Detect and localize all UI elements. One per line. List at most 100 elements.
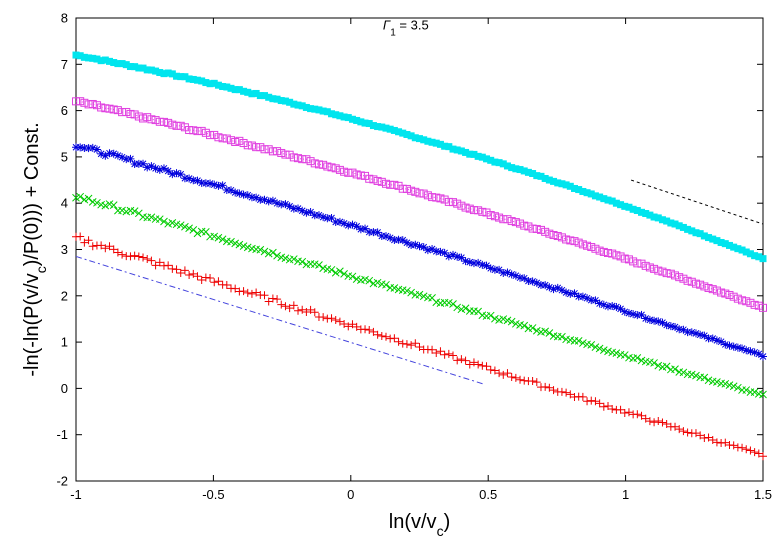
- data-point: [151, 164, 160, 173]
- reference-line: [75, 255, 483, 385]
- data-point: [336, 112, 344, 120]
- data-point: [742, 386, 751, 394]
- data-point: [599, 300, 608, 309]
- data-point: [709, 235, 717, 243]
- data-point: [658, 418, 667, 427]
- data-point: [219, 83, 227, 91]
- data-point: [671, 323, 680, 332]
- data-point: [130, 251, 139, 260]
- data-point: [151, 261, 160, 270]
- data-point: [248, 90, 256, 98]
- data-point: [403, 286, 411, 295]
- data-point: [621, 202, 629, 210]
- data-point: [97, 103, 106, 112]
- data-point: [449, 145, 457, 153]
- data-point: [407, 186, 416, 195]
- data-point: [374, 123, 382, 131]
- data-point: [402, 184, 411, 193]
- series-filled-square: [72, 51, 767, 263]
- data-point: [453, 146, 461, 154]
- data-point: [126, 252, 135, 261]
- data-point: [147, 66, 155, 74]
- data-point: [599, 402, 608, 411]
- data-point: [591, 192, 599, 200]
- data-point: [545, 383, 554, 392]
- data-point: [490, 366, 499, 375]
- data-point: [574, 238, 583, 247]
- data-point: [260, 247, 269, 256]
- data-point: [738, 443, 747, 452]
- data-point: [738, 296, 747, 305]
- data-point: [507, 317, 516, 326]
- data-point: [704, 433, 713, 442]
- y-tick-label: -1: [56, 427, 68, 442]
- data-point: [268, 294, 277, 303]
- data-point: [612, 349, 621, 357]
- data-point: [206, 131, 215, 140]
- data-point: [486, 365, 495, 374]
- y-tick-label: 2: [61, 288, 68, 303]
- data-point: [281, 200, 290, 209]
- data-point: [520, 376, 529, 385]
- data-point: [537, 172, 545, 180]
- data-point: [101, 104, 110, 113]
- data-point: [751, 252, 759, 260]
- data-point: [164, 167, 173, 176]
- data-point: [637, 310, 646, 319]
- data-point: [725, 290, 734, 299]
- data-point: [348, 115, 356, 123]
- data-point: [218, 181, 227, 190]
- data-point: [164, 118, 173, 127]
- data-point: [679, 427, 688, 436]
- data-point: [684, 225, 692, 233]
- data-point: [319, 213, 328, 222]
- data-point: [260, 291, 269, 300]
- data-point: [499, 268, 508, 277]
- data-point: [591, 397, 600, 406]
- data-point: [147, 115, 156, 124]
- data-point: [419, 243, 428, 252]
- data-point: [130, 110, 139, 119]
- data-point: [717, 238, 725, 246]
- data-point: [181, 73, 189, 81]
- data-point: [281, 302, 290, 311]
- data-point: [675, 325, 684, 334]
- data-point: [444, 298, 453, 307]
- data-point: [344, 221, 353, 230]
- data-point: [356, 225, 365, 234]
- data-point: [754, 449, 763, 458]
- data-point: [407, 288, 415, 297]
- data-point: [172, 121, 181, 130]
- data-point: [721, 240, 729, 248]
- data-point: [746, 446, 755, 455]
- data-point: [616, 304, 625, 313]
- data-point: [499, 370, 508, 379]
- data-point: [696, 431, 705, 440]
- data-point: [562, 181, 570, 189]
- data-point: [310, 159, 319, 168]
- data-point: [616, 405, 625, 414]
- data-point: [84, 100, 93, 109]
- data-point: [637, 259, 646, 268]
- data-point: [147, 162, 156, 171]
- y-tick-label: 0: [61, 381, 68, 396]
- data-point: [80, 53, 88, 61]
- data-point: [395, 128, 403, 136]
- data-point: [717, 337, 726, 346]
- data-point: [629, 310, 638, 319]
- data-point: [520, 221, 529, 230]
- data-point: [491, 158, 499, 166]
- data-point: [269, 95, 277, 103]
- data-point: [147, 213, 156, 222]
- data-point: [357, 118, 365, 126]
- data-point: [302, 208, 311, 217]
- data-point: [84, 144, 93, 153]
- data-point: [700, 331, 709, 340]
- data-point: [394, 181, 403, 190]
- data-point: [106, 57, 114, 65]
- data-point: [449, 198, 458, 207]
- data-point: [235, 86, 243, 94]
- series-plus: [72, 232, 767, 461]
- data-point: [704, 283, 713, 292]
- data-point: [578, 240, 587, 249]
